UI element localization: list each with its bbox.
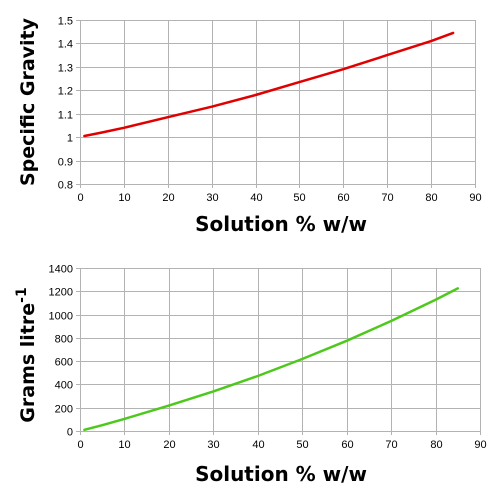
x-tick-label: 40 [250, 192, 262, 204]
chart1-y-axis-label: Specific Gravity [17, 17, 39, 186]
x-tick-label: 50 [296, 439, 308, 451]
y-tick-label: 1.2 [58, 86, 73, 98]
y-tick-label: 1.3 [58, 63, 73, 75]
x-tick-label: 90 [474, 439, 486, 451]
x-tick-label: 0 [77, 192, 83, 204]
x-tick-label: 60 [341, 439, 353, 451]
specific-gravity-chart: 0 10 20 30 40 50 60 70 80 90 0.8 0.9 1 1.1 1.2 1.3 1.4 1… [17, 16, 482, 237]
chart2-y-axis-label: Grams litre-1 [14, 287, 39, 422]
y-tick-label: 600 [55, 357, 73, 369]
chart1-y-ticks: 0.8 0.9 1 1.1 1.2 1.3 1.4 1.5 [58, 16, 73, 192]
series-line [83, 31, 455, 138]
y-tick-label: 1 [67, 133, 73, 145]
x-tick-label: 10 [118, 439, 130, 451]
x-tick-label: 80 [425, 192, 437, 204]
y-tick-label: 0 [67, 427, 73, 439]
x-tick-label: 20 [162, 192, 174, 204]
chart2-grid [76, 268, 481, 435]
chart1-x-ticks: 0 10 20 30 40 50 60 70 80 90 [77, 192, 481, 204]
x-tick-label: 90 [469, 192, 481, 204]
y-tick-label: 1.4 [58, 39, 73, 51]
chart1-x-axis-label: Solution % w/w [195, 212, 367, 236]
chart2-y-axis-label-superscript: -1 [14, 287, 30, 303]
series-line [83, 287, 460, 432]
chart2-y-ticks: 0 200 400 600 800 1000 1200 1400 [49, 264, 73, 439]
chart2-series [83, 287, 460, 432]
chart2-x-axis-label: Solution % w/w [195, 462, 367, 486]
x-tick-label: 60 [337, 192, 349, 204]
x-tick-label: 40 [252, 439, 264, 451]
x-tick-label: 10 [118, 192, 130, 204]
x-tick-label: 50 [293, 192, 305, 204]
grams-per-litre-chart: 0 10 20 30 40 50 60 70 80 90 0 200 400 600 800 1000 120… [14, 264, 487, 487]
x-tick-label: 70 [381, 192, 393, 204]
y-tick-label: 1000 [49, 311, 73, 323]
x-tick-label: 70 [385, 439, 397, 451]
x-tick-label: 20 [163, 439, 175, 451]
x-tick-label: 30 [207, 439, 219, 451]
y-tick-label: 1200 [49, 287, 73, 299]
chart2-x-ticks: 0 10 20 30 40 50 60 70 80 90 [77, 439, 486, 451]
x-tick-label: 80 [430, 439, 442, 451]
y-tick-label: 1400 [49, 264, 73, 276]
y-tick-label: 1.5 [58, 16, 73, 28]
chart1-series [83, 31, 455, 138]
chart1-grid [76, 20, 476, 188]
x-tick-label: 0 [77, 439, 83, 451]
y-tick-label: 0.9 [58, 157, 73, 169]
y-tick-label: 1.1 [58, 110, 73, 122]
chart2-y-axis-label-main: Grams litre [17, 303, 39, 423]
x-tick-label: 30 [206, 192, 218, 204]
y-tick-label: 0.8 [58, 180, 73, 192]
y-tick-label: 200 [55, 404, 73, 416]
y-tick-label: 800 [55, 334, 73, 346]
y-tick-label: 400 [55, 380, 73, 392]
